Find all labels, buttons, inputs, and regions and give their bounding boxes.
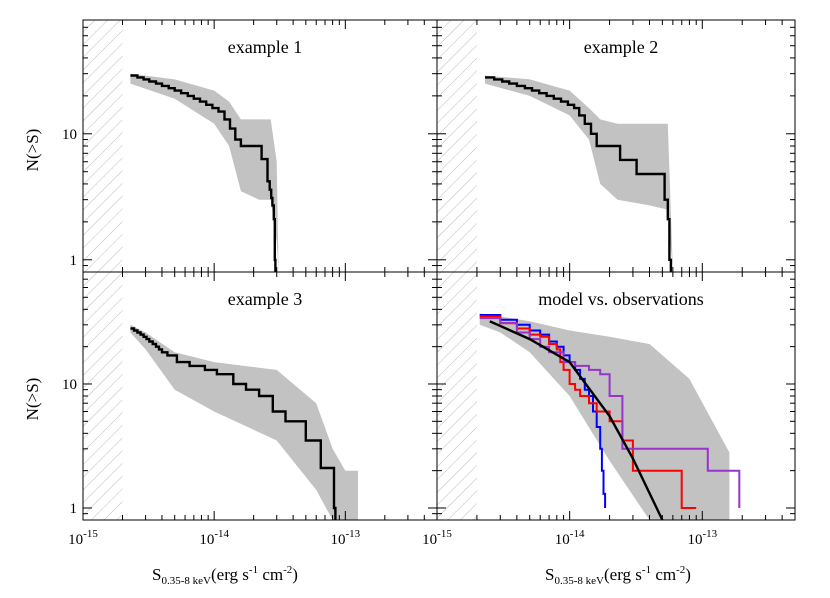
x-tick-label: 10-15 xyxy=(422,528,452,548)
x-tick-label: 10-13 xyxy=(687,528,717,548)
x-axis-label-sup1: -1 xyxy=(249,564,258,576)
excluded-region-hatch xyxy=(83,20,123,272)
x-axis-label-mid-r: cm xyxy=(651,565,676,584)
x-axis-label-end-r: ) xyxy=(685,565,691,584)
x-axis-label-sup2-r: -2 xyxy=(676,564,685,576)
x-axis-label-subscript: 0.35-8 keV xyxy=(161,575,211,587)
uncertainty-band xyxy=(130,324,358,520)
plot-area xyxy=(83,272,358,520)
x-axis-label-mid: cm xyxy=(258,565,283,584)
panel-2: example 2 xyxy=(436,19,796,273)
excluded-region-hatch xyxy=(83,272,123,520)
y-tick-label: 1 xyxy=(70,253,78,269)
x-axis-label-units-r: (erg s xyxy=(604,565,642,584)
x-tick-label: 10-15 xyxy=(68,528,98,548)
plot-area xyxy=(437,272,741,520)
x-axis-label-end: ) xyxy=(292,565,298,584)
panel-3: example 3 1 10 10-15 10-14 10-13 xyxy=(62,271,438,548)
x-tick-label: 10-13 xyxy=(330,528,360,548)
y-axis-label-bottom: N(>S) xyxy=(23,378,42,421)
uncertainty-band xyxy=(479,313,730,520)
panel-4: model vs. observations 10-15 10-14 10-13 xyxy=(422,271,796,548)
x-axis-label-sup2: -2 xyxy=(283,564,292,576)
x-axis-label-sup1-r: -1 xyxy=(642,564,651,576)
x-axis-label-units: (erg s xyxy=(211,565,249,584)
cumulative-step-line xyxy=(485,76,673,272)
panel-1: example 1 1 10 xyxy=(62,19,438,273)
plot-area xyxy=(437,20,673,272)
series-line-4 xyxy=(489,320,664,520)
series-line-3 xyxy=(479,317,741,508)
panel-title: example 1 xyxy=(228,37,302,57)
panel-title: example 2 xyxy=(584,37,658,57)
x-axis-label-subscript-r: 0.35-8 keV xyxy=(554,575,604,587)
y-tick-label: 10 xyxy=(62,377,77,393)
x-axis-label-right: S0.35-8 keV(erg s-1 cm-2) xyxy=(545,564,691,587)
panel-title: example 3 xyxy=(228,289,302,309)
x-axis-label-main-r: S xyxy=(545,565,554,584)
uncertainty-band xyxy=(485,75,673,272)
x-axis-label-left: S0.35-8 keV(erg s-1 cm-2) xyxy=(152,564,298,587)
y-tick-label: 10 xyxy=(62,127,77,143)
cumulative-step-line xyxy=(130,74,277,272)
y-tick-label: 1 xyxy=(70,501,78,517)
cumulative-step-line xyxy=(130,327,337,520)
uncertainty-band xyxy=(130,73,279,272)
excluded-region-hatch xyxy=(437,20,477,272)
y-axis-label-top: N(>S) xyxy=(23,129,42,172)
x-tick-label: 10-14 xyxy=(199,528,229,548)
plot-area xyxy=(83,20,279,272)
panel-title: model vs. observations xyxy=(538,289,703,309)
x-tick-label: 10-14 xyxy=(555,528,585,548)
excluded-region-hatch xyxy=(437,272,477,520)
x-axis-label-main: S xyxy=(152,565,161,584)
